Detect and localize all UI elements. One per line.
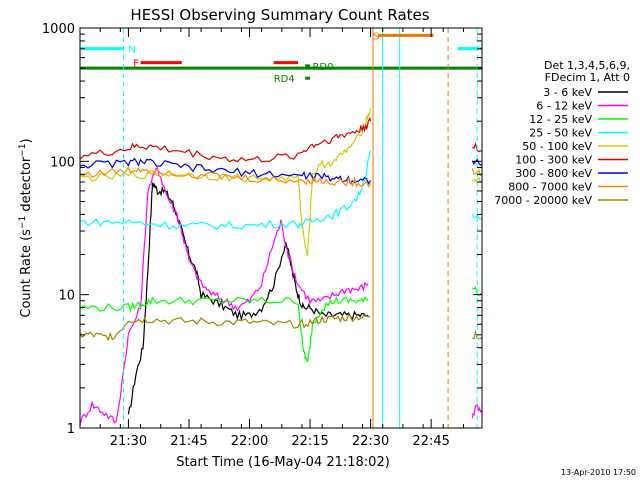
legend-header: Det 1,3,4,5,6,9,: [544, 59, 630, 72]
series-line-50-100-kev: [79, 108, 372, 257]
series-layer: [79, 108, 483, 426]
legend-entry-label: 800 - 7000 keV: [508, 181, 592, 194]
flag-label: RD4: [274, 74, 295, 85]
x-axis: 21:30 21:45 22:00 22:15 22:30 22:45: [79, 28, 464, 449]
legend-header: FDecim 1, Att 0: [545, 71, 630, 84]
legend: Det 1,3,4,5,6,9,FDecim 1, Att 0 3 - 6 keV…: [494, 59, 630, 207]
series-line-12-25-kev: [79, 295, 369, 363]
footer-timestamp: 13-Apr-2010 17:50: [561, 468, 636, 477]
x-axis-label: Start Time (16-May-04 21:18:02): [176, 455, 390, 470]
x-tick-label: 22:15: [291, 434, 328, 449]
plot-frame: [79, 27, 483, 429]
y-tick-label: 1000: [42, 22, 75, 37]
series-line-12-25-kev: [471, 285, 483, 297]
flag-label: S: [373, 31, 379, 42]
x-tick-label: 22:30: [352, 434, 389, 449]
legend-entry-label: 25 - 50 keV: [529, 127, 592, 140]
annotation-layer: NF S RD0 RD4: [80, 28, 482, 428]
legend-entry-label: 7000 - 20000 keV: [494, 194, 592, 207]
legend-entry-label: 3 - 6 keV: [543, 86, 592, 99]
series-line-300-800-kev: [79, 157, 372, 186]
series-line-25-50-kev: [79, 150, 371, 231]
x-tick-label: 21:30: [110, 434, 147, 449]
legend-entry-label: 12 - 25 keV: [529, 113, 592, 126]
legend-entry-label: 300 - 800 keV: [515, 167, 592, 180]
legend-entry-label: 6 - 12 keV: [536, 100, 592, 113]
flag-label: N: [128, 45, 135, 56]
series-line-7000-20000-kev: [79, 312, 371, 342]
chart-title: HESSI Observing Summary Count Rates: [130, 6, 429, 24]
x-tick-label: 22:00: [231, 434, 268, 449]
series-line-25-50-kev: [471, 213, 482, 220]
series-line-100-300-kev: [79, 116, 372, 163]
legend-entry-label: 100 - 300 keV: [515, 154, 592, 167]
x-tick-label: 21:45: [170, 434, 207, 449]
flag-label: RD0: [312, 62, 333, 73]
x-tick-label: 22:45: [412, 434, 449, 449]
y-axis-label: Count Rate (s−1 detector−1): [18, 138, 34, 317]
series-line-300-800-kev: [471, 158, 483, 166]
y-tick-label: 100: [50, 155, 75, 170]
y-tick-label: 10: [58, 289, 75, 304]
legend-entry-label: 50 - 100 keV: [522, 140, 592, 153]
y-tick-label: 1: [67, 422, 75, 437]
series-line-100-300-kev: [472, 142, 483, 153]
y-axis: 1 10 100 1000: [42, 22, 482, 437]
flag-label: F: [133, 59, 139, 70]
series-line-3-6-kev: [127, 182, 369, 415]
series-line-800-7000-kev: [79, 166, 372, 188]
series-line-6-12-kev: [471, 403, 483, 419]
